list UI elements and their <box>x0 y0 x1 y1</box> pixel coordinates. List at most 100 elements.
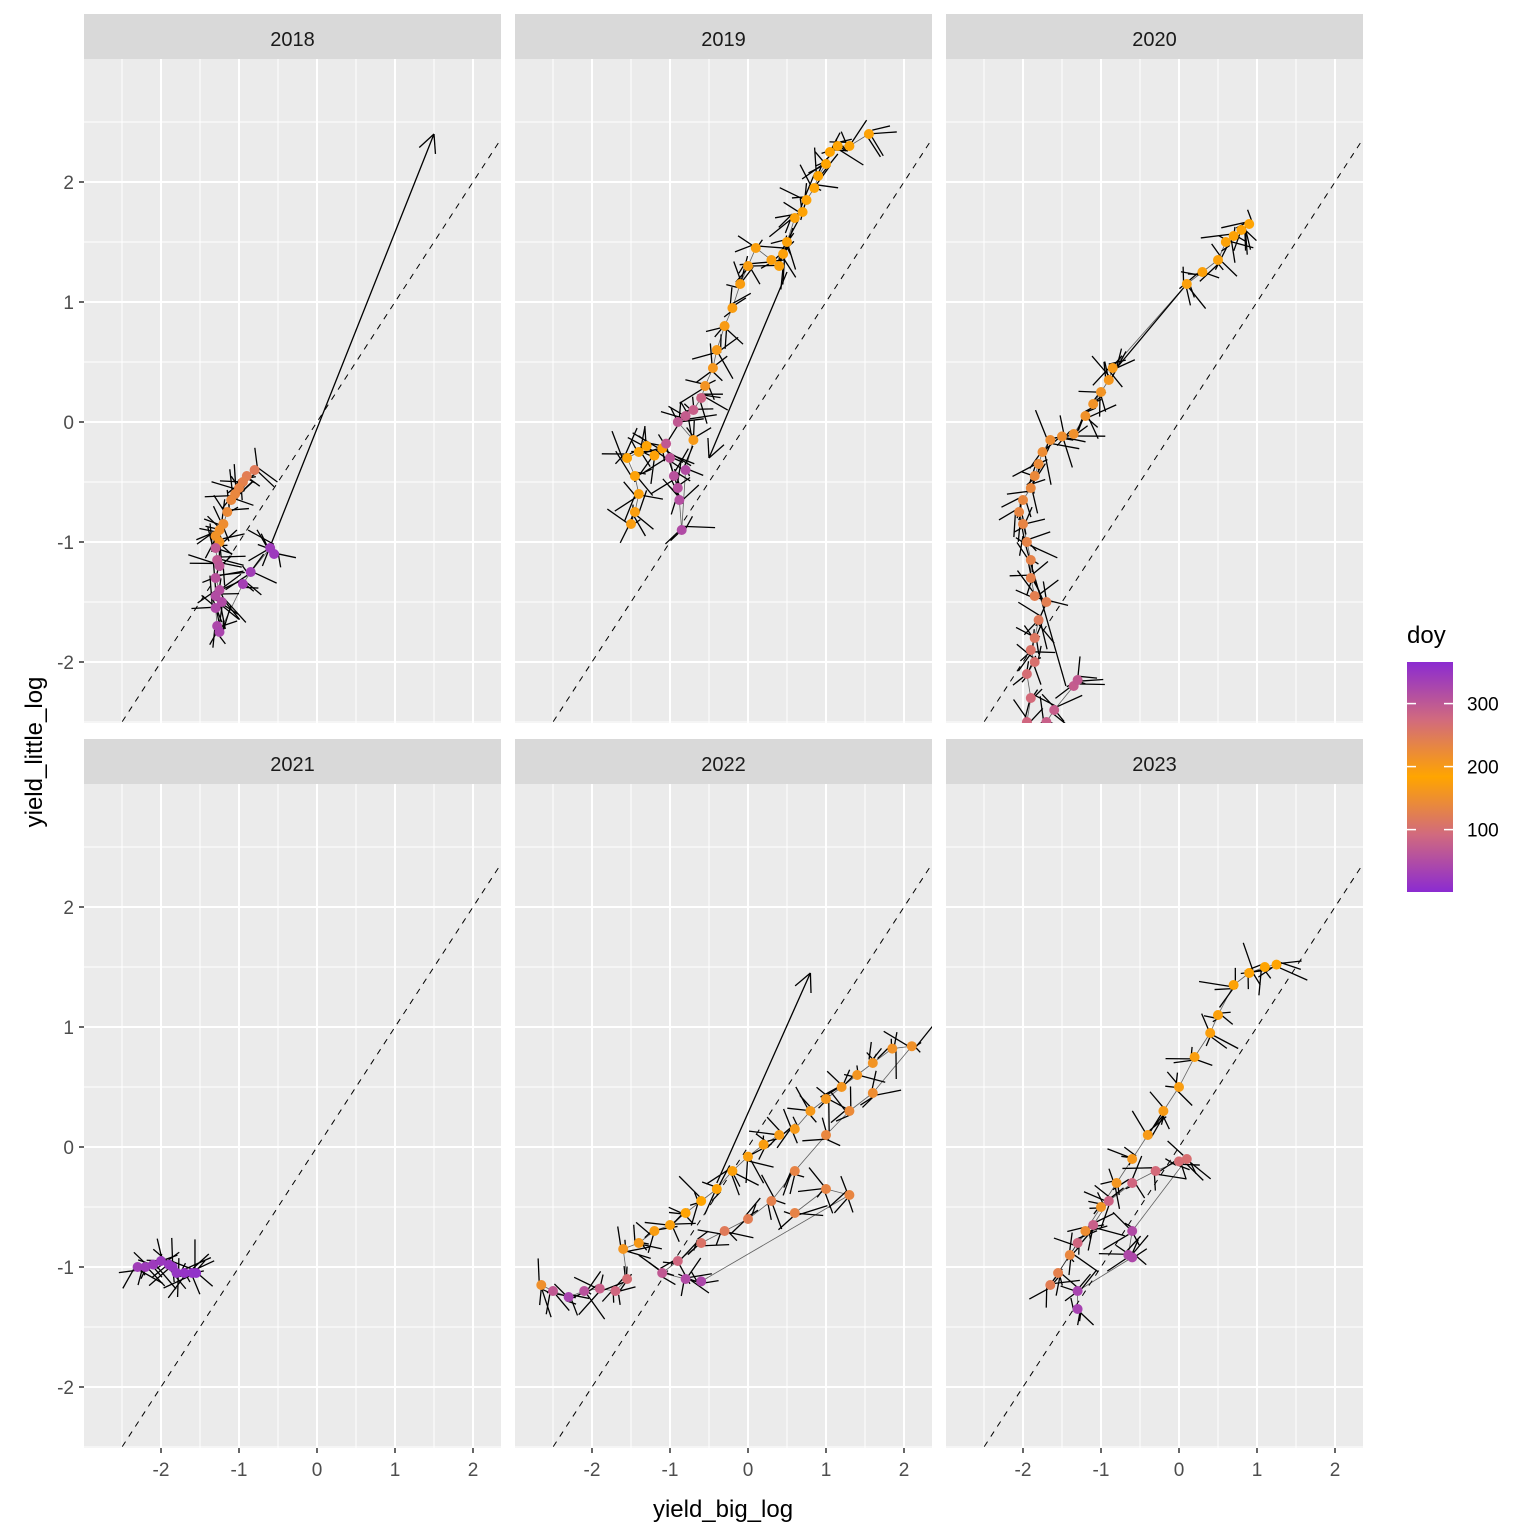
gradient-segment <box>148 1266 171 1287</box>
data-point <box>688 405 699 415</box>
x-tick-label: 0 <box>1174 1460 1185 1481</box>
gradient-segment <box>247 529 275 545</box>
data-point <box>1107 363 1118 373</box>
data-point <box>1029 657 1040 667</box>
gradient-segment <box>875 1089 902 1096</box>
facet-panel-2021: 2021 -2 -1 0 1 2 -2 -1 0 1 2 <box>57 739 501 1481</box>
gradient-segment <box>537 1258 540 1283</box>
gradient-segment <box>692 420 695 438</box>
facet-strip-label: 2019 <box>701 29 746 51</box>
data-point <box>1103 1196 1114 1206</box>
y-tick-label: 2 <box>63 173 74 194</box>
gradient-segment <box>683 525 716 529</box>
gradient-segment <box>1023 724 1025 740</box>
gradient-segment <box>749 266 761 285</box>
gradient-segment <box>213 494 225 512</box>
gradient-segment <box>637 490 648 515</box>
data-point <box>629 471 640 481</box>
data-point <box>1080 411 1091 421</box>
data-point <box>1029 471 1040 481</box>
data-point <box>696 393 707 403</box>
x-tick-label: -2 <box>1015 1460 1032 1481</box>
gradient-segment <box>181 1257 212 1272</box>
arrow-head <box>433 133 437 154</box>
data-point <box>774 1130 785 1140</box>
data-point <box>1213 255 1223 265</box>
arrow-shaft <box>1116 283 1188 369</box>
facet-strip <box>515 739 932 784</box>
gradient-segment <box>726 284 738 289</box>
gradient-segment <box>697 1230 709 1240</box>
gradient-segment <box>660 411 684 419</box>
gradient-segment <box>209 575 213 607</box>
data-point <box>548 1286 558 1296</box>
gradient-segment <box>1086 404 1117 419</box>
gradient-segment <box>578 1291 600 1316</box>
data-point <box>1259 962 1270 972</box>
data-point <box>727 303 738 313</box>
data-point <box>743 1214 753 1224</box>
data-point <box>1072 675 1083 685</box>
path-segment <box>700 1194 850 1282</box>
data-point <box>672 483 683 493</box>
path-segment <box>1049 1242 1078 1286</box>
gradient-segment <box>791 196 804 199</box>
arrow-head <box>1018 535 1024 556</box>
facet-panel-2018: 2018 -2 -1 0 1 2 <box>57 14 501 723</box>
data-point <box>649 1226 660 1236</box>
gradient-segment <box>870 134 884 157</box>
gradient-segment <box>748 1130 777 1136</box>
data-point <box>1041 597 1052 607</box>
gradient-segment <box>163 1275 190 1289</box>
data-point <box>1150 1166 1161 1176</box>
gradient-segment <box>545 1290 551 1315</box>
data-point <box>140 1262 151 1272</box>
gradient-segment <box>1013 511 1017 538</box>
facet-strip-label: 2021 <box>270 754 315 776</box>
path-segment <box>825 1110 850 1136</box>
gradient-segment <box>1124 1235 1142 1254</box>
panel-data <box>536 863 932 1448</box>
gradient-segment <box>715 355 728 366</box>
gradient-segment <box>750 1159 765 1184</box>
gradient-segment <box>1080 1269 1098 1290</box>
path-segment <box>1026 721 1029 723</box>
path-segment <box>250 547 271 573</box>
data-point <box>711 1184 722 1194</box>
data-point <box>719 321 730 331</box>
gradient-segment <box>1052 713 1066 723</box>
facet-strip-label: 2018 <box>270 29 315 51</box>
legend-colorbar <box>1407 662 1453 892</box>
data-point <box>1096 1202 1106 1212</box>
data-point <box>735 279 746 289</box>
data-point <box>1244 968 1255 978</box>
y-tick-label: 2 <box>63 898 74 919</box>
data-point <box>191 1268 202 1278</box>
gradient-segment <box>585 1292 606 1320</box>
panel-background <box>515 784 932 1448</box>
data-point <box>1018 519 1028 529</box>
data-point <box>774 261 785 271</box>
gradient-segment <box>188 554 214 564</box>
data-point <box>1213 1010 1223 1020</box>
path-segment <box>219 583 244 633</box>
data-point <box>719 1226 730 1236</box>
gradient-segment <box>249 478 261 487</box>
gradient-segment <box>1122 1167 1153 1170</box>
gradient-segment <box>1094 1184 1110 1198</box>
data-point <box>778 249 789 259</box>
data-point <box>1111 1178 1122 1188</box>
facet-strip-label: 2023 <box>1132 754 1177 776</box>
gradient-segment <box>672 454 695 465</box>
gradient-segment <box>688 468 704 476</box>
gradient-segment <box>671 1226 680 1243</box>
data-point <box>1033 459 1044 469</box>
gradient-segment <box>744 1197 761 1217</box>
gradient-segment <box>647 1234 655 1254</box>
data-point <box>906 1041 917 1052</box>
data-point <box>633 489 644 499</box>
panel-background <box>84 784 501 1448</box>
gradient-segment <box>1063 439 1073 468</box>
data-point <box>668 471 679 481</box>
data-point <box>696 1238 707 1248</box>
